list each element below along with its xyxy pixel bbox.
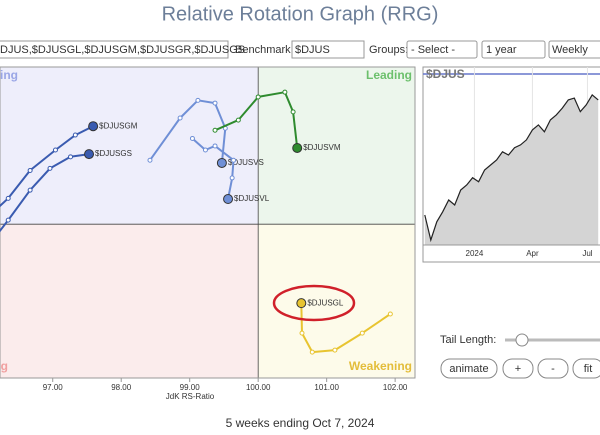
- quadrant-weakening: [258, 224, 415, 378]
- tails: $DJUSGM $DJUSGS $DJUSVS $DJUSVL $DJUSVM $DJUS…: [0, 89, 393, 355]
- series-label: $DJUSGS: [95, 149, 132, 158]
- series-label: $DJUSVM: [303, 143, 341, 152]
- x-tick-label: 98.00: [111, 383, 132, 392]
- quadrant-lagging: [0, 224, 259, 378]
- tail-dot: [52, 147, 58, 153]
- benchmark-text: $DJUS: [295, 44, 330, 56]
- tail-dot: [309, 349, 315, 355]
- series-label: $DJUSVL: [234, 194, 270, 203]
- area-group: [424, 93, 599, 245]
- frequency-text: Weekly: [552, 44, 588, 56]
- tail-dot: [147, 157, 153, 163]
- groups-text: - Select -: [411, 44, 455, 56]
- tail-dot: [255, 94, 261, 100]
- tail-dot: [47, 165, 53, 171]
- slider-knob[interactable]: [515, 333, 529, 347]
- tail-dot: [332, 347, 338, 353]
- x-tick-label: 97.00: [43, 383, 64, 392]
- quadrant-label: Improving: [0, 68, 18, 82]
- footer-text: 5 weeks ending Oct 7, 2024: [226, 416, 375, 430]
- tail-dot: [299, 330, 305, 336]
- tail-dot: [195, 97, 201, 103]
- tail-dot: [27, 187, 33, 193]
- tail-dot: [387, 311, 393, 317]
- x-tick-label: 99.00: [180, 383, 201, 392]
- button[interactable]: [537, 358, 569, 379]
- tail-dot: [229, 175, 235, 181]
- price-chart: 2024 Apr Jul $DJUS: [422, 66, 600, 263]
- button[interactable]: [440, 358, 498, 379]
- period-select[interactable]: [481, 40, 546, 59]
- x-tick-label: Jul: [582, 249, 592, 258]
- tail-dot: [359, 330, 365, 336]
- rrg-chart: Improving Leading Weakening Lagging 97.00 98.…: [0, 66, 416, 401]
- tail-dot: [212, 100, 218, 106]
- tail-dot: [5, 195, 11, 201]
- series-label: $DJUSGM: [99, 121, 138, 130]
- tail-line: [0, 125, 94, 208]
- benchmark-input[interactable]: [291, 40, 365, 59]
- quadrant-label: Weakening: [349, 359, 412, 373]
- tail-line: [191, 137, 235, 200]
- quadrant-improving: [0, 67, 259, 225]
- tail-dot: [5, 217, 11, 223]
- tail-dot: [202, 147, 208, 153]
- tail-length-label: Tail Length:: [440, 334, 496, 346]
- tail-dot: [27, 167, 33, 173]
- benchmark-label: Benchmark:: [235, 44, 294, 56]
- panel-title: $DJUS: [426, 67, 465, 81]
- tail-dot: [235, 117, 241, 123]
- x-tick-label: Apr: [526, 249, 539, 258]
- head-dot: [88, 121, 99, 132]
- tail-dot: [177, 115, 183, 121]
- head-dot: [292, 142, 303, 153]
- x-tick-label: 2024: [466, 249, 484, 258]
- tail-dot: [68, 154, 74, 160]
- x-tick-label: 102.00: [383, 383, 408, 392]
- button-label: -: [551, 363, 555, 375]
- area: [424, 94, 599, 245]
- head-dot: [216, 157, 227, 168]
- button-row: animate + - fit: [440, 358, 600, 379]
- quadrant-label: Leading: [366, 68, 412, 82]
- symbols-text: DJUS,$DJUSGL,$DJUSGM,$DJUSGR,$DJUSGS: [0, 44, 245, 56]
- groups-label: Groups:: [369, 44, 408, 56]
- button-label: +: [515, 363, 521, 375]
- plot-border: [0, 66, 416, 379]
- x-axis-label: JdK RS-Ratio: [166, 392, 215, 401]
- price-line: [424, 93, 599, 243]
- series-label: $DJUSVS: [228, 158, 264, 167]
- head-dot: [223, 194, 234, 205]
- period-text: 1 year: [486, 44, 517, 56]
- tail-dot: [189, 135, 195, 141]
- head-dot: [296, 298, 307, 309]
- tail-dot: [72, 132, 78, 138]
- button-label: animate: [449, 363, 488, 375]
- button-label: fit: [584, 363, 593, 375]
- tail-dot: [212, 127, 218, 133]
- tail-dot: [231, 157, 237, 163]
- symbols-input[interactable]: [0, 40, 229, 59]
- tail-line: [0, 153, 90, 233]
- quadrant-label: Lagging: [0, 359, 8, 373]
- head-dot: [84, 149, 95, 160]
- tail-line: [149, 99, 227, 164]
- tail-dot: [282, 89, 288, 95]
- x-tick-label: 101.00: [314, 383, 339, 392]
- button[interactable]: [572, 358, 600, 379]
- page-title: Relative Rotation Graph (RRG): [162, 3, 439, 25]
- tail-dot: [212, 143, 218, 149]
- series-label: $DJUSGL: [307, 298, 344, 307]
- groups-select[interactable]: [406, 40, 478, 59]
- button[interactable]: [502, 358, 534, 379]
- x-tick-label: 100.00: [246, 383, 271, 392]
- tail-line: [214, 91, 299, 149]
- frequency-select[interactable]: [548, 40, 600, 59]
- tail-line: [300, 303, 391, 354]
- tail-dot: [290, 109, 296, 115]
- highlight-ellipse: [272, 284, 356, 322]
